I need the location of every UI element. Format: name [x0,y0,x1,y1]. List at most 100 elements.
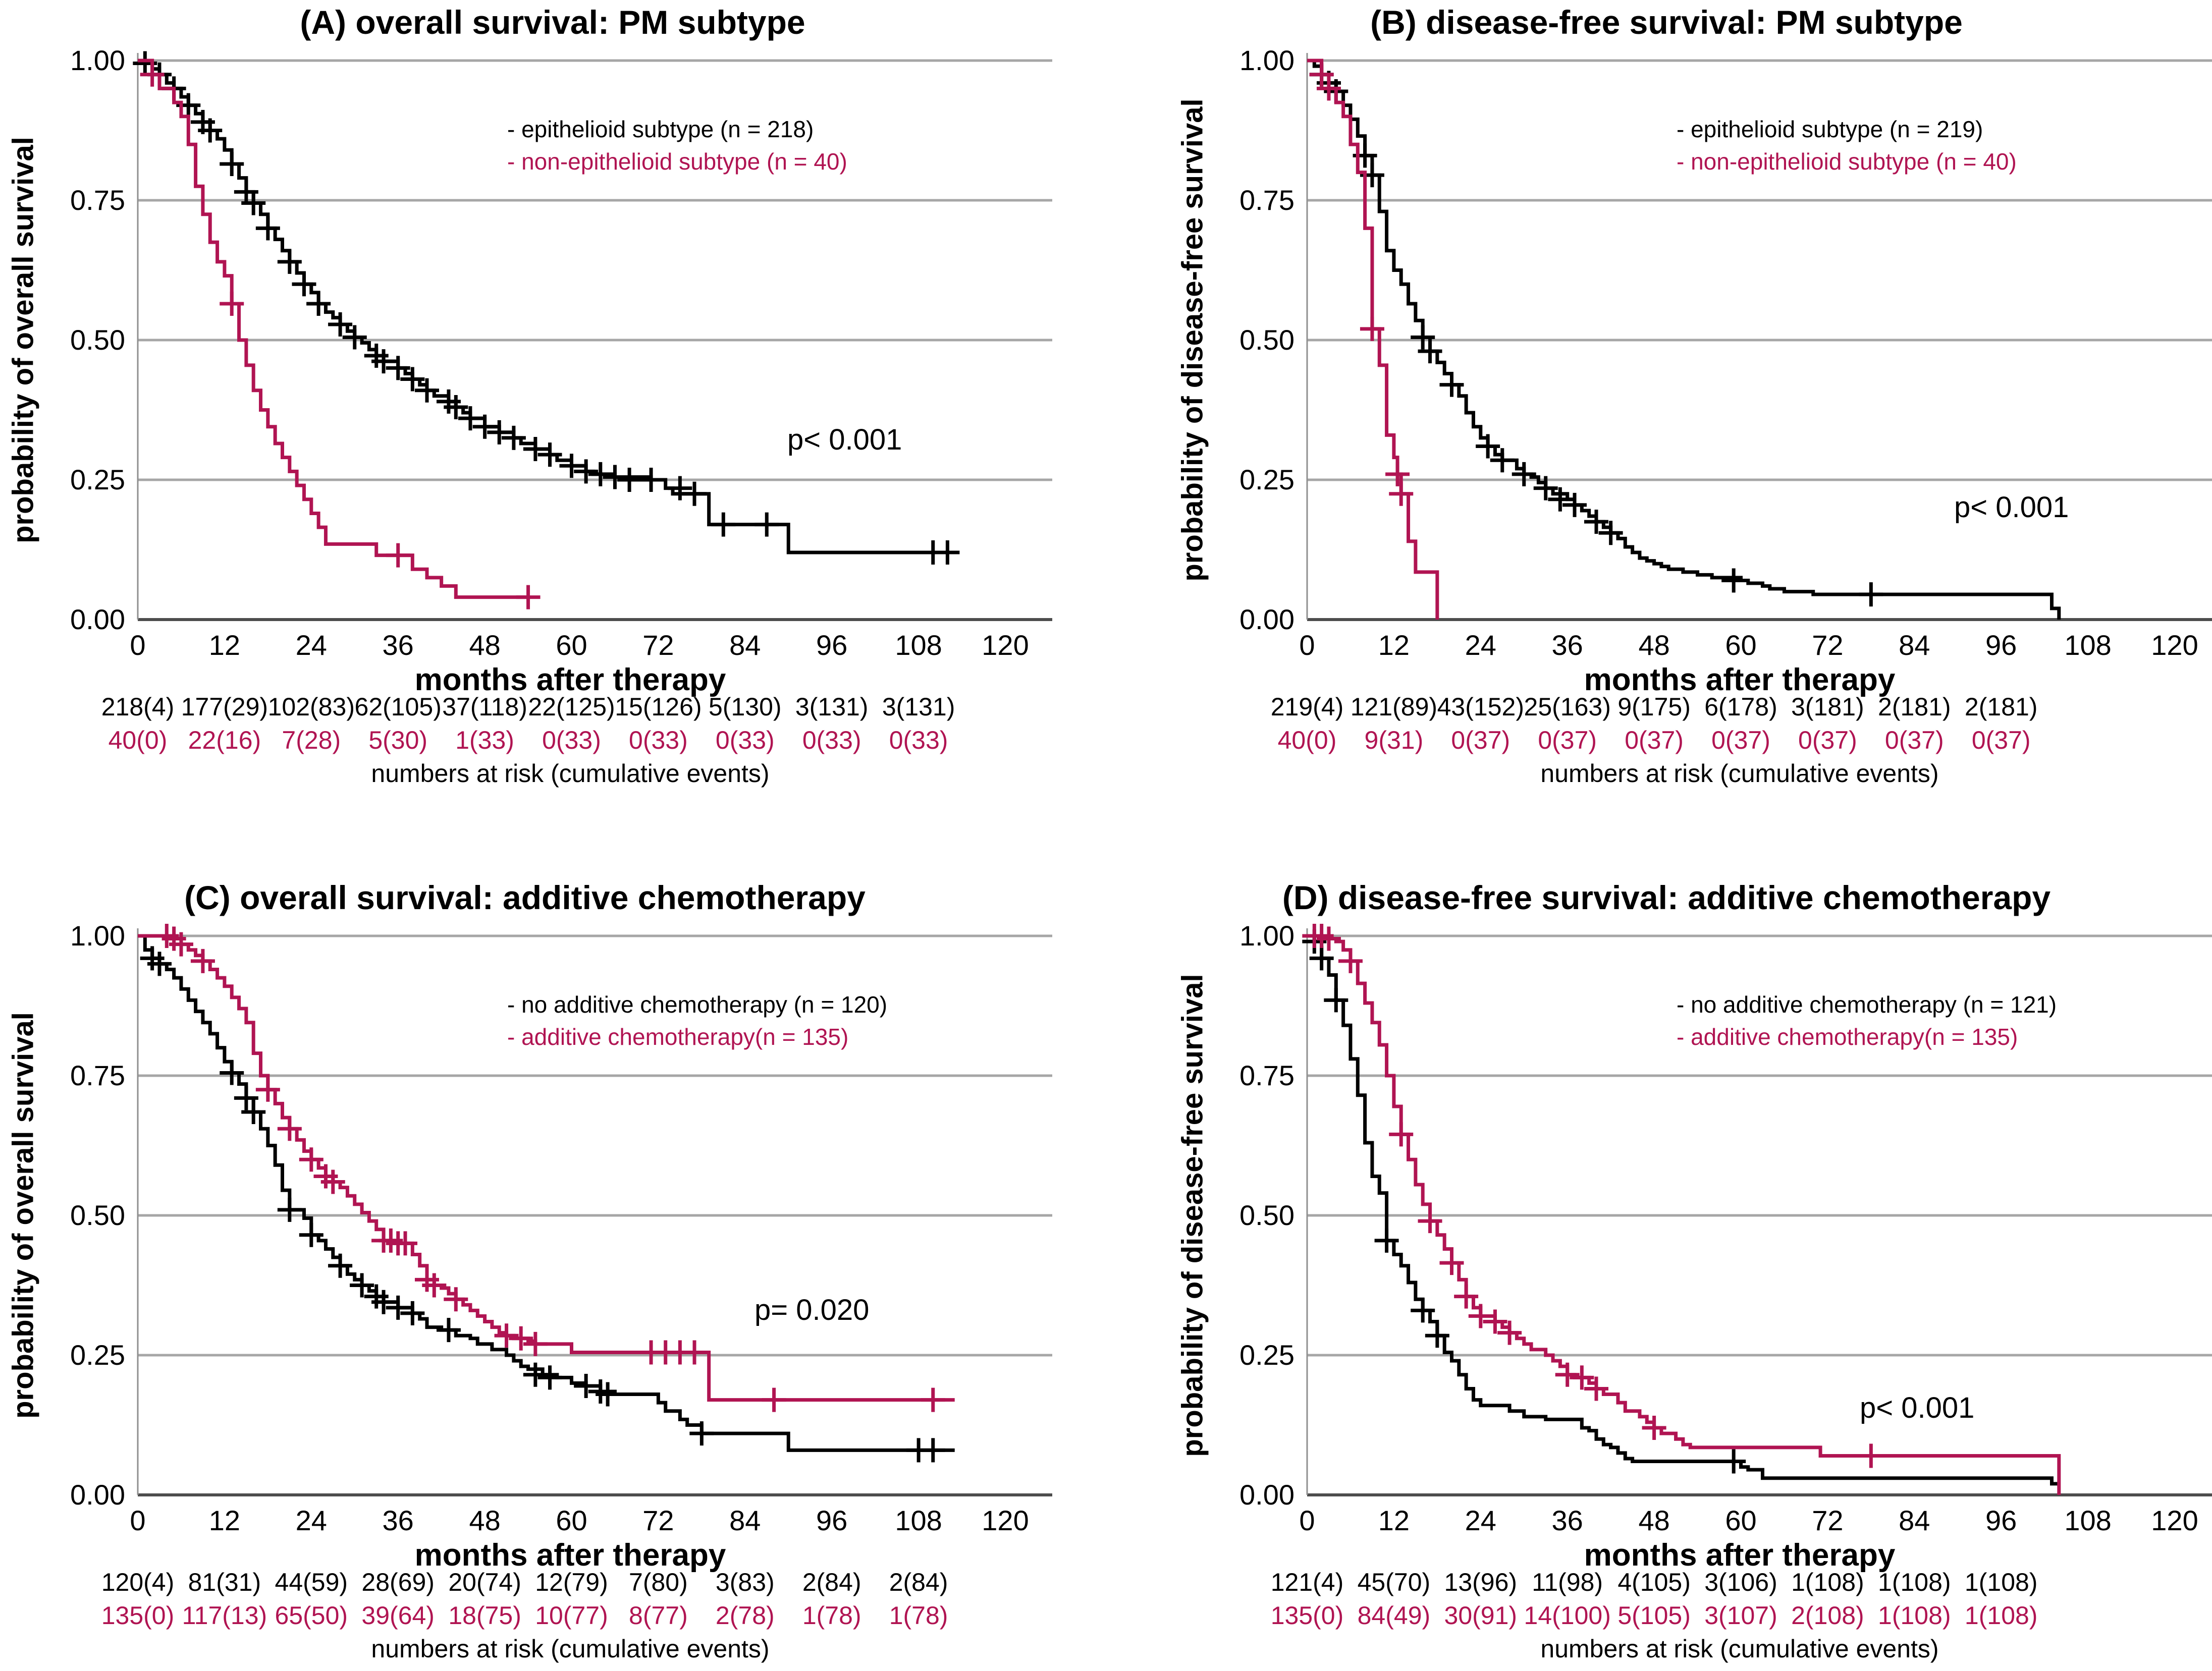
panel-title: (C) overall survival: additive chemother… [184,879,866,916]
x-tick-label: 120 [2151,629,2198,661]
x-axis-label: months after therapy [414,662,726,697]
x-tick-label: 96 [816,1505,848,1536]
risk-cell: 0(33) [715,726,775,754]
risk-cell: 0(33) [802,726,861,754]
y-tick-label: 0.75 [70,1060,125,1091]
risk-cell: 10(77) [535,1601,608,1630]
x-tick-label: 84 [1899,629,1930,661]
y-tick-label: 1.00 [70,920,125,952]
risk-cell: 7(28) [282,726,341,754]
legend-item-additive-chemotherapy: - additive chemotherapy(n = 135) [1677,1024,2018,1050]
x-tick-label: 12 [1378,629,1410,661]
risk-cell: 1(33) [455,726,514,754]
risk-cell: 1(108) [1791,1568,1864,1596]
p-value: p< 0.001 [787,423,902,456]
x-axis-label: months after therapy [1584,662,1896,697]
x-tick-label: 0 [130,629,146,661]
x-axis-label: months after therapy [1584,1538,1896,1573]
x-tick-label: 108 [2064,629,2112,661]
x-tick-label: 36 [382,1505,414,1536]
x-tick-label: 60 [556,1505,587,1536]
y-tick-label: 0.50 [1239,324,1294,356]
x-tick-label: 24 [295,629,327,661]
x-tick-label: 48 [1638,629,1670,661]
risk-cell: 3(83) [715,1568,775,1596]
risk-cell: 22(16) [188,726,261,754]
y-tick-label: 0.25 [1239,1339,1294,1371]
x-tick-label: 48 [469,629,501,661]
legend-item-epithelioid: - epithelioid subtype (n = 219) [1677,116,1983,142]
risk-cell: 117(13) [182,1601,267,1630]
risk-cell: 20(74) [448,1568,521,1596]
risk-cell: 5(30) [368,726,428,754]
y-tick-label: 0.50 [1239,1199,1294,1231]
risk-table-caption: numbers at risk (cumulative events) [1540,1635,1939,1663]
km-curve-no-additive-chemotherapy [138,934,955,1452]
x-tick-label: 120 [2151,1505,2198,1536]
risk-cell: 8(77) [629,1601,688,1630]
y-tick-label: 1.00 [70,44,125,76]
x-tick-label: 120 [982,629,1029,661]
legend-item-non-epithelioid: - non-epithelioid subtype (n = 40) [1677,148,2017,175]
risk-cell: 40(0) [108,726,168,754]
risk-cell: 9(175) [1617,693,1691,721]
risk-table-caption: numbers at risk (cumulative events) [371,759,770,788]
y-tick-label: 0.00 [1239,1479,1294,1511]
risk-cell: 1(108) [1878,1601,1951,1630]
x-tick-label: 24 [295,1505,327,1536]
p-value: p< 0.001 [1860,1391,1975,1424]
y-tick-label: 0.50 [70,324,125,356]
x-tick-label: 60 [1725,1505,1757,1536]
risk-cell: 84(49) [1357,1601,1431,1630]
panel-disease-free-survival-additive-chemotherapy: (D) disease-free survival: additive chem… [1169,875,2212,1671]
risk-cell: 6(178) [1704,693,1777,721]
risk-cell: 4(105) [1617,1568,1691,1596]
risk-cell: 1(78) [889,1601,948,1630]
y-tick-label: 0.50 [70,1199,125,1231]
x-tick-label: 108 [2064,1505,2112,1536]
risk-cell: 1(108) [1964,1601,2038,1630]
risk-cell: 120(4) [101,1568,175,1596]
x-tick-label: 48 [469,1505,501,1536]
x-tick-label: 60 [1725,629,1757,661]
x-tick-label: 36 [382,629,414,661]
risk-cell: 11(98) [1532,1568,1603,1596]
x-tick-label: 0 [1299,629,1315,661]
risk-cell: 0(37) [1971,726,2031,754]
x-tick-label: 12 [208,1505,241,1536]
risk-cell: 12(79) [535,1568,608,1596]
risk-table-caption: numbers at risk (cumulative events) [1540,759,1939,788]
risk-cell: 3(106) [1704,1568,1777,1596]
km-curve-non-epithelioid-subtype [138,59,528,599]
risk-cell: 65(50) [275,1601,348,1630]
risk-cell: 2(84) [889,1568,948,1596]
x-tick-label: 84 [729,1505,761,1536]
km-plot-A [133,51,1052,621]
legend-item-no-additive-chemotherapy: - no additive chemotherapy (n = 121) [1677,991,2057,1018]
x-tick-label: 120 [982,1505,1029,1536]
risk-cell: 219(4) [1270,693,1344,721]
x-tick-label: 12 [1378,1505,1410,1536]
panel-overall-survival-pm-subtype: (A) overall survival: PM subtype probabi… [0,0,1110,840]
x-tick-label: 0 [130,1505,146,1536]
x-tick-label: 24 [1465,629,1496,661]
risk-cell: 18(75) [448,1601,521,1630]
risk-cell: 2(181) [1878,693,1951,721]
risk-cell: 1(108) [1878,1568,1951,1596]
risk-cell: 102(83) [267,693,355,721]
risk-cell: 5(105) [1617,1601,1691,1630]
risk-cell: 7(80) [629,1568,688,1596]
km-curve-no-additive-chemotherapy [1307,934,2059,1486]
p-value: p= 0.020 [754,1294,870,1326]
x-tick-label: 72 [642,1505,674,1536]
risk-cell: 121(89) [1350,693,1438,721]
risk-cell: 0(37) [1798,726,1857,754]
risk-cell: 135(0) [1270,1601,1344,1630]
risk-cell: 135(0) [101,1601,175,1630]
risk-cell: 2(84) [802,1568,861,1596]
risk-cell: 9(31) [1364,726,1424,754]
y-tick-label: 0.25 [70,464,125,495]
legend: - no additive chemotherapy (n = 121) - a… [1677,988,2057,1053]
risk-cell: 2(78) [715,1601,775,1630]
risk-cell: 43(152) [1437,693,1524,721]
